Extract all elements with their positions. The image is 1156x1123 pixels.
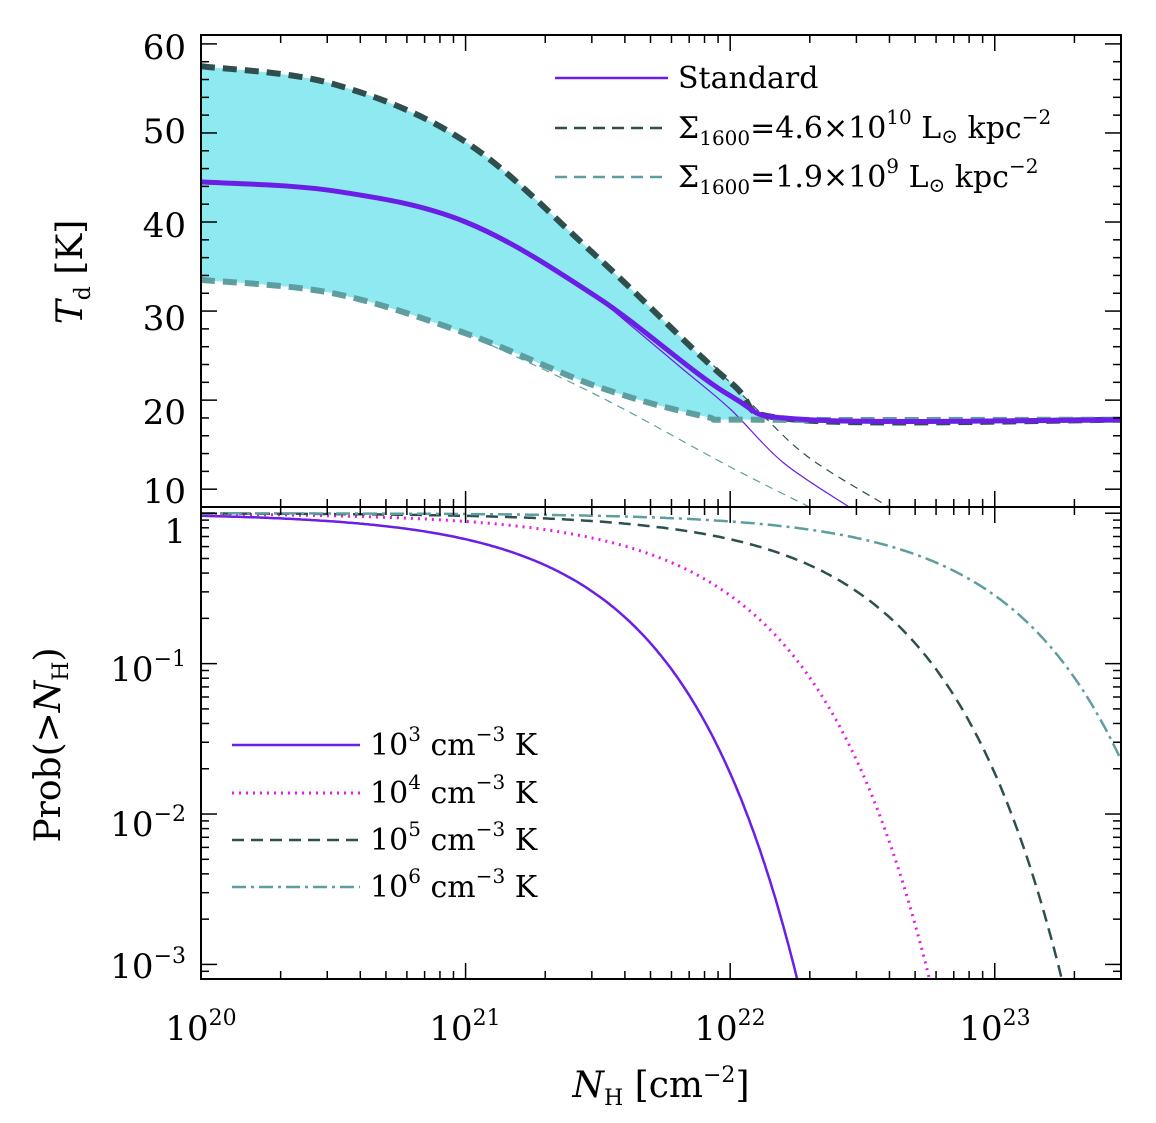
legend-label-1e6: 106 cm−3 K	[370, 864, 538, 905]
top-y-tick-30: 30	[143, 299, 186, 339]
prob-curve-1e3	[201, 514, 799, 979]
top-ticks	[200, 35, 1122, 507]
bottom-y-tick-1e-3: 10−3	[110, 944, 186, 987]
bottom-y-axis-title: Prob(>NH)	[28, 647, 74, 842]
x-axis-title: NH [cm−2]	[572, 1063, 750, 1111]
standard-line	[201, 179, 1121, 424]
x-tick-1e20: 1020	[165, 1006, 236, 1049]
top-y-axis-title: Td [K]	[50, 220, 96, 325]
sigma-high-thin-line	[703, 355, 890, 507]
legend-label-1e5: 105 cm−3 K	[370, 817, 538, 858]
top-y-tick-60: 60	[143, 28, 186, 68]
bottom-y-tick-1: 1	[164, 512, 186, 552]
bottom-plot-frame	[200, 506, 1122, 980]
bottom-y-tick-1e-1: 10−1	[110, 647, 186, 690]
top-y-tick-10: 10	[143, 472, 186, 512]
bottom-ticks	[200, 507, 1122, 980]
top-y-tick-50: 50	[143, 112, 186, 152]
legend-label-1e4: 104 cm−3 K	[370, 770, 538, 811]
legend-label-standard: Standard	[678, 61, 818, 96]
prob-curve-1e5	[201, 512, 1064, 979]
x-tick-1e23: 1023	[959, 1006, 1030, 1049]
x-tick-1e22: 1022	[694, 1006, 765, 1049]
bottom-panel: 1 10−1 10−2 10−3 1020 1021 1022 1023 NH …	[28, 506, 1122, 1111]
standard-thin-line	[597, 297, 850, 507]
legend-label-sigma-low: Σ1600=1.9×109 L⊙ kpc−2	[678, 154, 1038, 199]
legend-label-sigma-high: Σ1600=4.6×1010 L⊙ kpc−2	[678, 105, 1051, 150]
x-tick-1e21: 1021	[429, 1006, 500, 1049]
top-y-tick-20: 20	[143, 393, 186, 433]
top-panel: 60 50 40 30 20 10 Td [K] Standard Σ1600=…	[50, 28, 1122, 512]
prob-curve-1e4	[201, 512, 931, 979]
temperature-range-fill	[201, 66, 1121, 423]
legend-label-1e3: 103 cm−3 K	[370, 722, 538, 763]
top-y-tick-40: 40	[143, 206, 186, 246]
bottom-legend: 103 cm−3 K 104 cm−3 K 105 cm−3 K 106 cm−…	[232, 722, 538, 905]
sigma-low-line	[201, 276, 1121, 423]
prob-curve-1e6	[201, 512, 1121, 763]
bottom-y-tick-1e-2: 10−2	[110, 802, 186, 845]
sigma-low-thin-line	[465, 332, 810, 507]
top-legend: Standard Σ1600=4.6×1010 L⊙ kpc−2 Σ1600=1…	[555, 61, 1051, 199]
